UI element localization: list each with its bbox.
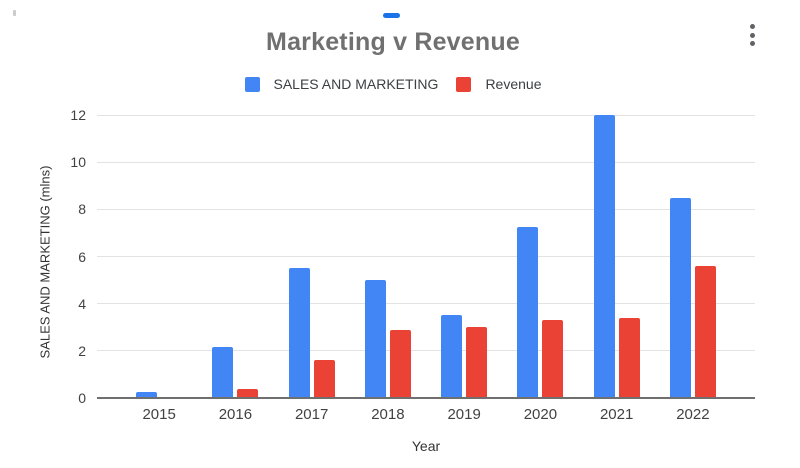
bar-group-2017: 2017: [287, 115, 337, 423]
gridline-8: [97, 208, 755, 210]
x-tick-label-2020: 2020: [523, 406, 558, 423]
x-axis-title: Year: [411, 438, 441, 454]
y-tick-label-0: 0: [78, 390, 86, 406]
x-tick-label-2016: 2016: [218, 406, 253, 423]
y-ticks: 0 2 4 6 8 10 12: [0, 107, 86, 406]
bar-sales-and-marketing-2022[interactable]: [669, 197, 691, 398]
y-tick-label-8: 8: [78, 201, 86, 218]
x-tick-label-2017: 2017: [294, 406, 329, 423]
y-tick-label-4: 4: [78, 295, 86, 312]
bar-revenue-2018[interactable]: [389, 329, 411, 398]
bar-group-2021: 2021: [592, 115, 642, 423]
bar-revenue-2016[interactable]: [237, 388, 259, 398]
legend-swatch-sales-icon: [244, 76, 260, 92]
bar-group-2019: 2019: [439, 115, 489, 423]
legend-label-revenue: Revenue: [485, 76, 542, 92]
x-tick-label-2019: 2019: [447, 406, 481, 423]
bar-sales-and-marketing-2015[interactable]: [136, 392, 158, 398]
x-tick-label-2021: 2021: [599, 406, 634, 423]
bar-sales-and-marketing-2016[interactable]: [212, 347, 234, 398]
bar-group-2020: 2020: [515, 115, 565, 423]
bar-revenue-2021[interactable]: [618, 317, 640, 398]
y-tick-label-2: 2: [78, 342, 86, 359]
gridline-12: [97, 114, 755, 116]
y-tick-label-6: 6: [78, 248, 86, 265]
chart-title: Marketing v Revenue: [266, 28, 520, 56]
plot-area: 2015 2016 2017 2018 2019 2020 2021 2022: [97, 114, 755, 423]
bar-sales-and-marketing-2017[interactable]: [288, 268, 310, 398]
chart-options-button[interactable]: [742, 18, 762, 52]
bar-revenue-2022[interactable]: [694, 265, 716, 398]
y-tick-label-10: 10: [70, 154, 86, 171]
bar-group-2015: 2015: [134, 115, 184, 423]
gridline-2: [97, 350, 755, 352]
legend-item-revenue[interactable]: Revenue: [456, 76, 541, 92]
x-tick-label-2018: 2018: [371, 406, 405, 423]
legend-label-sales: SALES AND MARKETING: [273, 76, 439, 92]
legend-swatch-revenue-icon: [456, 76, 472, 92]
x-axis-line: [97, 397, 755, 399]
legend-item-sales-and-marketing[interactable]: SALES AND MARKETING: [244, 76, 439, 92]
chart-selection-handle[interactable]: [383, 13, 400, 18]
bar-revenue-2017[interactable]: [313, 360, 335, 398]
bar-groups: 2015 2016 2017 2018 2019 2020 2021 2022: [97, 115, 755, 423]
kebab-menu-icon: [749, 22, 755, 47]
bar-sales-and-marketing-2020[interactable]: [517, 227, 539, 398]
y-tick-label-12: 12: [70, 107, 86, 123]
bar-revenue-2019[interactable]: [466, 327, 488, 398]
bar-revenue-2020[interactable]: [542, 320, 564, 398]
bar-group-2016: 2016: [210, 115, 260, 423]
stray-mark: [13, 10, 16, 16]
legend: SALES AND MARKETING Revenue: [0, 76, 786, 92]
bar-sales-and-marketing-2018[interactable]: [364, 280, 386, 398]
x-tick-label-2015: 2015: [142, 406, 176, 423]
x-tick-label-2022: 2022: [676, 406, 710, 423]
gridline-6: [97, 256, 755, 257]
bar-group-2018: 2018: [363, 115, 413, 423]
bar-sales-and-marketing-2021[interactable]: [593, 115, 615, 398]
bar-sales-and-marketing-2019[interactable]: [441, 315, 463, 398]
bar-group-2022: 2022: [668, 115, 718, 423]
gridline-10: [97, 161, 755, 163]
gridline-4: [97, 303, 755, 305]
